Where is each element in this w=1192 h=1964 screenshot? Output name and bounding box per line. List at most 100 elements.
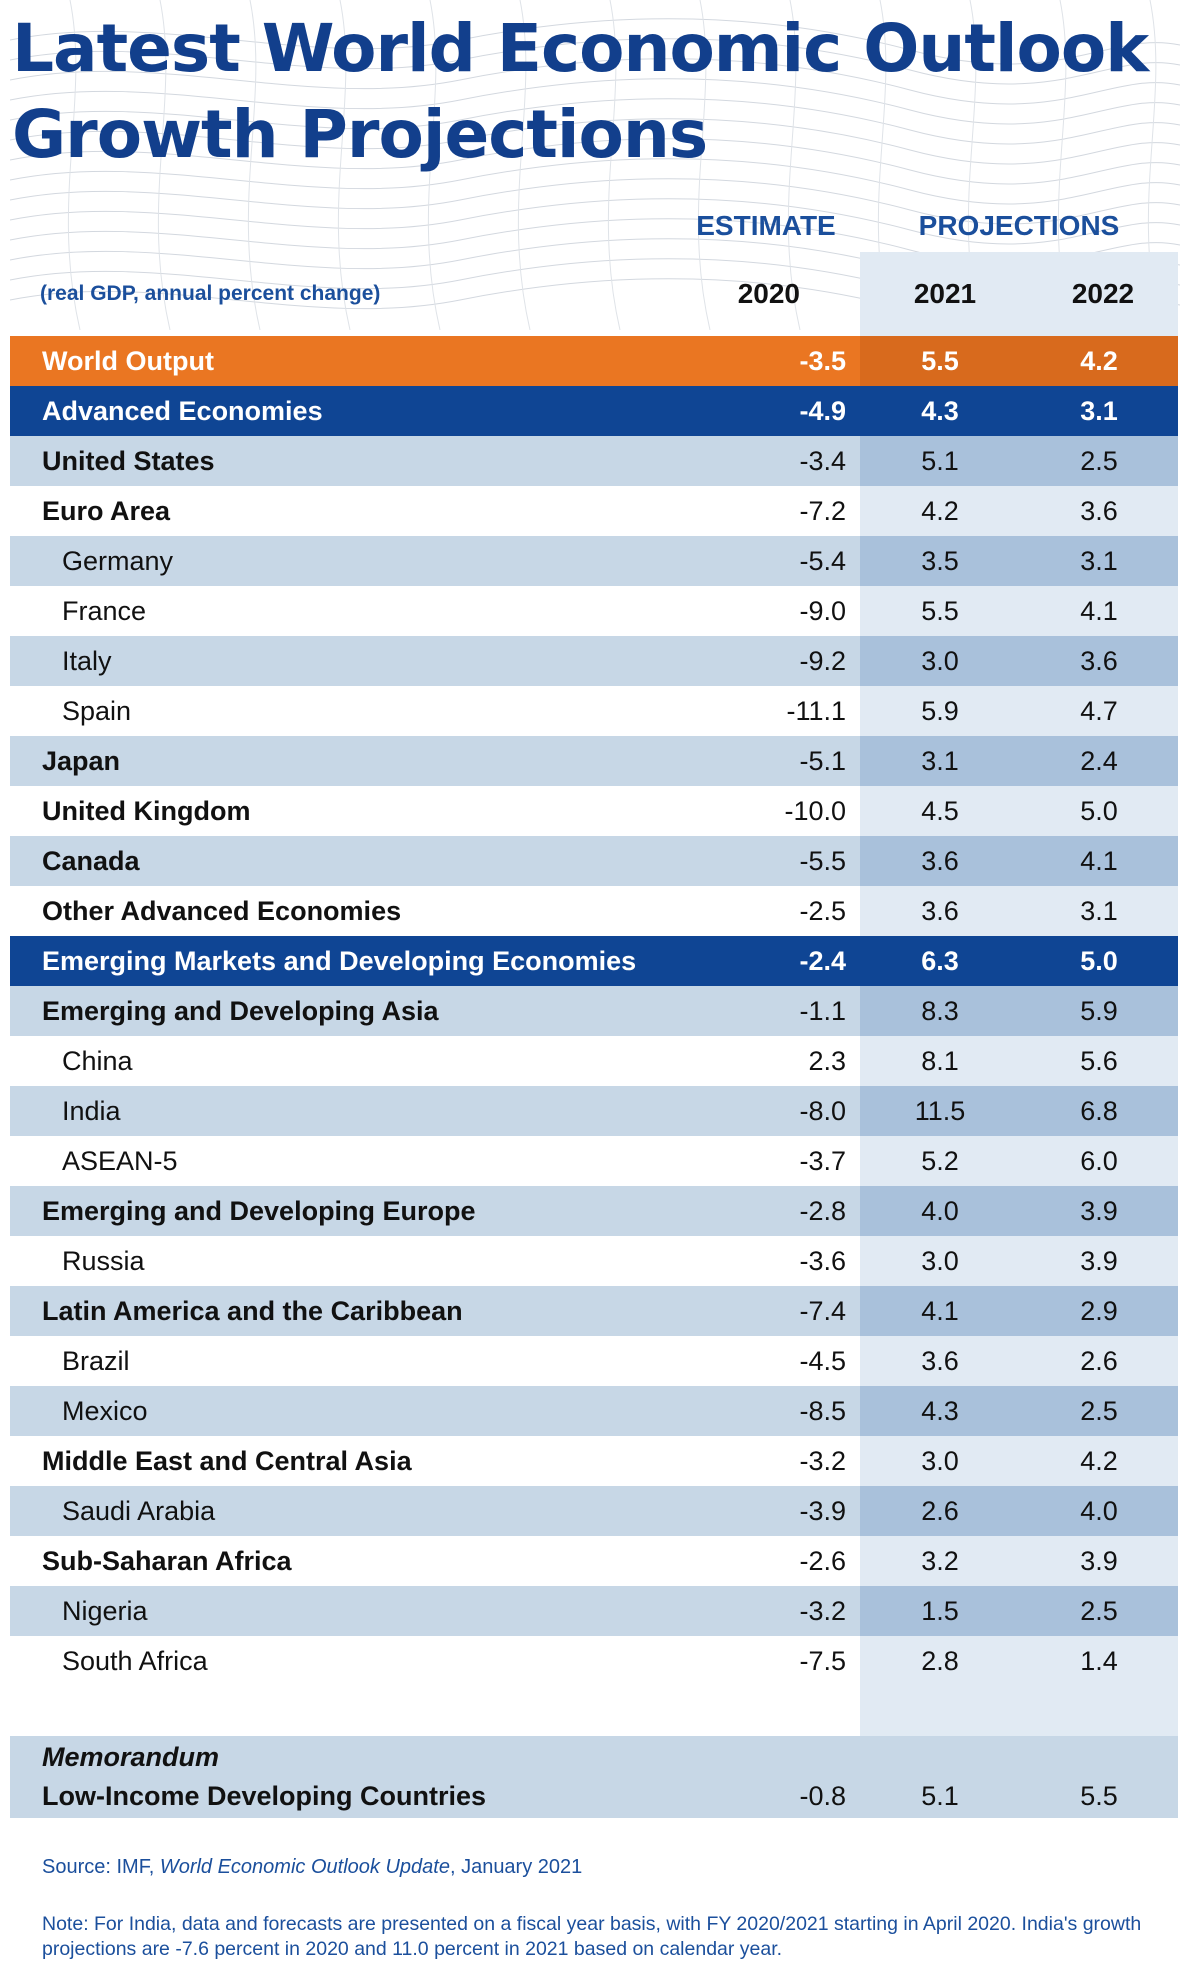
value-2020: -7.5 [799, 1645, 846, 1676]
value-2020: -2.6 [799, 1545, 846, 1576]
table-row: Euro Area -7.2 4.2 3.6 [10, 486, 1178, 536]
source-publication: World Economic Outlook Update [159, 1856, 450, 1878]
value-2020: -3.4 [799, 445, 846, 476]
table-row: Latin America and the Caribbean -7.4 4.1 2.… [10, 1286, 1178, 1336]
value-2020: 2.3 [808, 1045, 846, 1076]
memorandum-section: Memorandum Low-Income Developing Countri… [10, 1736, 1178, 1818]
value-2022: 2.6 [1080, 1345, 1118, 1376]
table-row: ASEAN-5 -3.7 5.2 6.0 [10, 1136, 1178, 1186]
value-2021: 8.1 [921, 1045, 959, 1076]
row-name: Brazil [62, 1345, 130, 1376]
value-2021: 3.1 [860, 736, 1020, 786]
table-row: India -8.0 11.5 6.8 [10, 1086, 1178, 1136]
unit-note: (real GDP, annual percent change) [40, 282, 381, 305]
value-2022: 4.7 [1080, 695, 1118, 726]
value-2020: -3.7 [799, 1145, 846, 1176]
year-header-2020: 2020 [737, 278, 800, 309]
value-2022: 3.1 [1020, 536, 1178, 586]
table-row: Italy -9.2 3.0 3.6 [10, 636, 1178, 686]
value-2022: 5.5 [1080, 1780, 1118, 1811]
value-2020: -8.0 [799, 1095, 846, 1126]
value-2021: 5.1 [921, 1780, 959, 1811]
value-2020: -9.0 [799, 595, 846, 626]
value-2022: 2.5 [1020, 1386, 1178, 1436]
value-2022: 3.1 [1080, 395, 1118, 426]
value-2021: 4.1 [860, 1286, 1020, 1336]
value-2022: 4.2 [1080, 1445, 1118, 1476]
value-2020: -9.2 [799, 645, 846, 676]
value-2021: 3.0 [921, 1445, 959, 1476]
table-row: Brazil -4.5 3.6 2.6 [10, 1336, 1178, 1386]
table-row: Other Advanced Economies -2.5 3.6 3.1 [10, 886, 1178, 936]
value-2022: 2.4 [1020, 736, 1178, 786]
table-row: Spain -11.1 5.9 4.7 [10, 686, 1178, 736]
row-name: Italy [62, 645, 112, 676]
value-2022: 5.0 [1080, 945, 1118, 976]
value-2021: 2.6 [860, 1486, 1020, 1536]
value-2020: -2.8 [799, 1195, 846, 1226]
value-2022: 5.9 [1020, 986, 1178, 1036]
value-2020: -4.5 [799, 1345, 846, 1376]
row-name: Emerging and Developing Europe [42, 1195, 476, 1226]
projections-header: PROJECTIONS [918, 210, 1120, 241]
row-name: Other Advanced Economies [42, 895, 402, 926]
value-2022: 6.8 [1020, 1086, 1178, 1136]
row-name: Sub-Saharan Africa [42, 1545, 292, 1576]
value-2021: 4.0 [860, 1186, 1020, 1236]
value-2022: 2.5 [1020, 1586, 1178, 1636]
value-2021: 11.5 [860, 1086, 1020, 1136]
value-2022: 3.9 [1020, 1186, 1178, 1236]
growth-projections-table: World Output -3.5 5.5 4.2 Advanced Economies… [10, 336, 1178, 1686]
value-2022: 6.0 [1080, 1145, 1118, 1176]
memorandum-label: Memorandum [42, 1742, 220, 1772]
value-2021: 3.0 [921, 1245, 959, 1276]
row-name: Emerging Markets and Developing Economie… [42, 945, 637, 976]
title-line-2: Growth Projections [12, 96, 708, 173]
value-2021: 5.2 [921, 1145, 959, 1176]
value-2022: 4.1 [1080, 595, 1118, 626]
value-2020: -2.4 [799, 945, 846, 976]
estimate-header: ESTIMATE [696, 210, 836, 241]
value-2020: -7.4 [799, 1295, 846, 1326]
row-name: Mexico [62, 1395, 148, 1426]
table-row: Emerging and Developing Europe -2.8 4.0 3.9 [10, 1186, 1178, 1236]
value-2022: 4.2 [1020, 336, 1178, 386]
year-header-2022: 2022 [1071, 278, 1135, 309]
table-row: Saudi Arabia -3.9 2.6 4.0 [10, 1486, 1178, 1536]
value-2021: 8.3 [860, 986, 1020, 1036]
row-name: South Africa [62, 1645, 208, 1676]
value-2021: 5.5 [860, 336, 1020, 386]
row-name: Latin America and the Caribbean [42, 1295, 463, 1326]
table-row: Germany -5.4 3.5 3.1 [10, 536, 1178, 586]
table-row: United States -3.4 5.1 2.5 [10, 436, 1178, 486]
table-row: Sub-Saharan Africa -2.6 3.2 3.9 [10, 1536, 1178, 1586]
row-name: Emerging and Developing Asia [42, 995, 439, 1026]
row-name: China [62, 1045, 133, 1076]
value-2021: 4.2 [921, 495, 959, 526]
value-2021: 1.5 [860, 1586, 1020, 1636]
table-row: France -9.0 5.5 4.1 [10, 586, 1178, 636]
row-name: Low-Income Developing Countries [42, 1780, 487, 1811]
value-2022: 1.4 [1080, 1645, 1118, 1676]
value-2021: 2.8 [921, 1645, 959, 1676]
table-row: Mexico -8.5 4.3 2.5 [10, 1386, 1178, 1436]
value-2022: 3.1 [1080, 895, 1118, 926]
table-row: Emerging and Developing Asia -1.1 8.3 5.9 [10, 986, 1178, 1036]
table-row: Emerging Markets and Developing Economie… [10, 936, 1178, 986]
value-2020: -7.2 [799, 495, 846, 526]
table-row: Canada -5.5 3.6 4.1 [10, 836, 1178, 886]
value-2020: -2.5 [799, 895, 846, 926]
value-2021: 6.3 [921, 945, 959, 976]
value-2020: -3.2 [799, 1595, 846, 1626]
value-2020: -3.9 [799, 1495, 846, 1526]
value-2020: -5.4 [799, 545, 846, 576]
table-row: World Output -3.5 5.5 4.2 [10, 336, 1178, 386]
title-line-1: Latest World Economic Outlook [12, 10, 1149, 87]
memorandum-row: Low-Income Developing Countries -0.8 5.1… [10, 1776, 1178, 1816]
value-2021: 5.1 [860, 436, 1020, 486]
row-name: Advanced Economies [42, 395, 323, 426]
value-2021: 3.6 [921, 895, 959, 926]
year-header-2021: 2021 [913, 278, 977, 309]
table-row: China 2.3 8.1 5.6 [10, 1036, 1178, 1086]
value-2021: 5.5 [921, 595, 959, 626]
